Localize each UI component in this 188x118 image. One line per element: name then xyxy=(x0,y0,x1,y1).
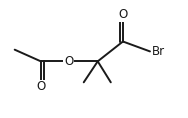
Text: O: O xyxy=(118,8,127,21)
Text: Br: Br xyxy=(152,45,165,58)
Text: O: O xyxy=(64,55,74,68)
Text: O: O xyxy=(36,80,45,93)
